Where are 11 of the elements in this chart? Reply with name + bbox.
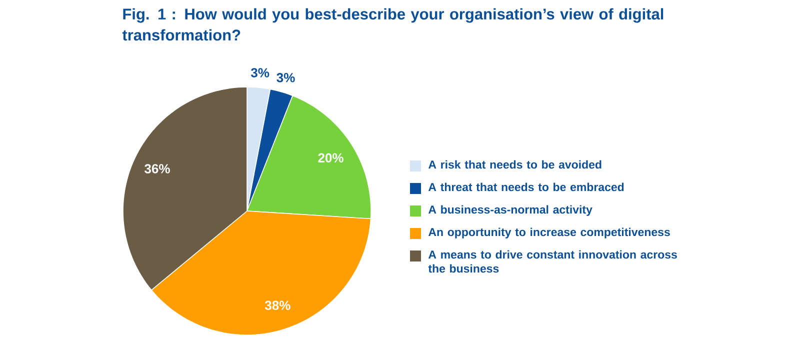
chart-title: Fig. 1 : How would you best-describe your organisation’s view of digital transformation? [122,8,664,41]
legend-label: A business-as-normal activity [428,205,592,216]
legend-label: An opportunity to increase competitiveness [428,228,670,238]
data-label: 3% [276,73,295,82]
data-label: 20% [318,153,344,162]
legend-label: A risk that needs to be avoided [428,160,602,169]
data-label: 3% [250,68,270,78]
data-label: 36% [144,164,170,174]
legend-label: A threat that needs to be embraced [428,182,624,192]
data-label: 38% [264,300,290,310]
legend-label: A means to drive constant innovation across the business [428,250,677,273]
